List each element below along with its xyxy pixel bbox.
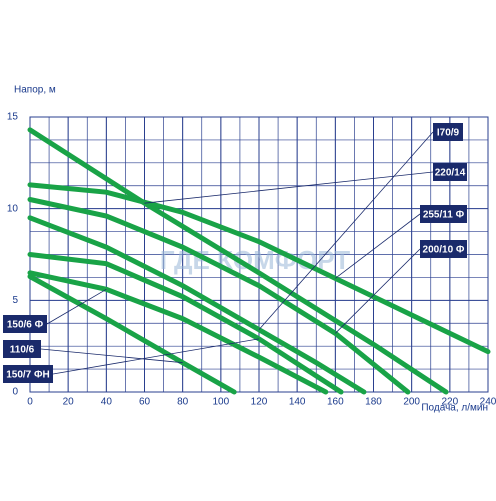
x-tick-label: 240	[480, 397, 496, 408]
y-tick-label: 0	[12, 387, 18, 398]
y-axis-title: Напор, м	[14, 85, 56, 96]
callout-line	[258, 131, 434, 330]
x-tick-label: 40	[101, 397, 113, 408]
x-tick-label: 180	[365, 397, 382, 408]
legend-box	[420, 240, 467, 258]
x-tick-label: 220	[441, 397, 458, 408]
series-line	[27, 274, 237, 395]
y-tick-label: 5	[12, 295, 18, 306]
series-line	[27, 127, 449, 395]
y-tick-label: 10	[7, 203, 19, 214]
series-line	[27, 252, 344, 395]
x-tick-label: 80	[177, 397, 189, 408]
legend-box	[420, 205, 467, 223]
x-tick-label: 20	[63, 397, 75, 408]
series-line	[27, 270, 329, 395]
legend-box	[3, 315, 47, 333]
y-tick-label: 15	[7, 112, 19, 123]
callout-line	[335, 213, 421, 279]
series-line	[27, 215, 367, 395]
legend-label: 220/14	[435, 168, 466, 179]
callout-line	[335, 248, 421, 334]
legend-box	[3, 365, 53, 383]
callout-line	[40, 348, 183, 364]
series-line	[27, 197, 411, 395]
x-tick-label: 140	[289, 397, 306, 408]
legend-label: 200/10 Ф	[423, 245, 465, 256]
x-tick-label: 60	[139, 397, 151, 408]
legend-label: 150/7 ФН	[6, 370, 50, 381]
legend-label: I70/9	[437, 128, 460, 139]
legend-label: 255/11 Ф	[423, 210, 465, 221]
x-tick-label: 0	[27, 397, 33, 408]
x-axis-title: Подача, л/мин	[421, 403, 488, 414]
x-tick-label: 200	[403, 397, 420, 408]
callout-line	[52, 338, 260, 375]
callout-line	[144, 171, 434, 204]
series-line	[27, 182, 491, 355]
x-tick-label: 100	[212, 397, 229, 408]
legend-box	[3, 340, 41, 358]
x-tick-label: 160	[327, 397, 344, 408]
legend-box	[433, 123, 463, 141]
legend-label: 150/6 Ф	[7, 320, 44, 331]
legend-box	[433, 163, 467, 181]
legend-label: 110/6	[10, 345, 35, 356]
callout-line	[46, 288, 107, 325]
x-tick-label: 120	[251, 397, 268, 408]
